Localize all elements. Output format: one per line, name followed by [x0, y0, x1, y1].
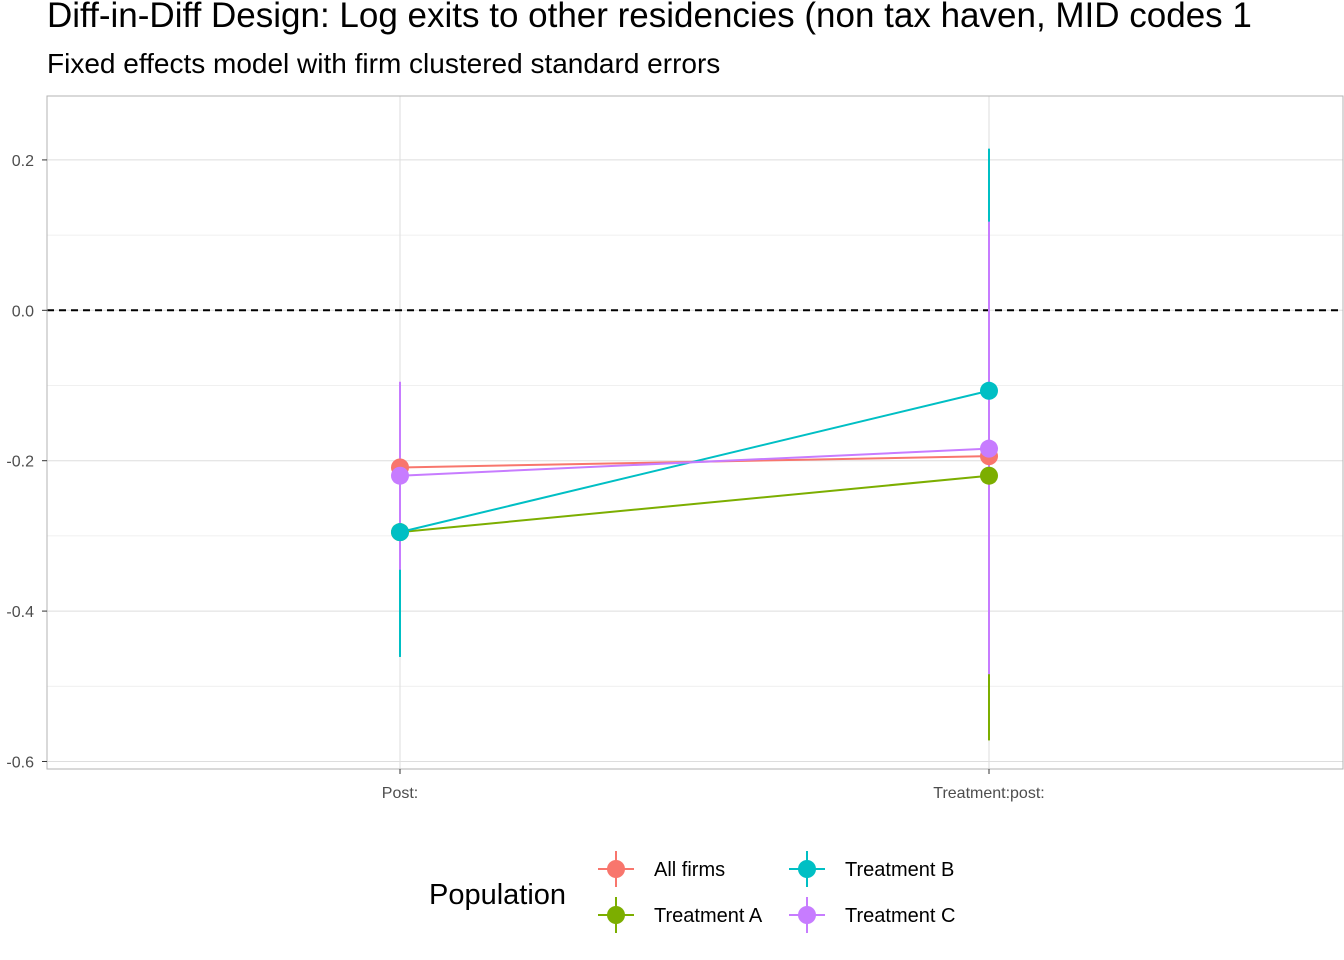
data-point-3-0 — [391, 466, 409, 485]
plot-border — [46, 95, 1344, 770]
legend-key-point — [607, 906, 625, 924]
y-tick-label: 0.2 — [12, 153, 34, 170]
panel-background — [47, 96, 1343, 769]
legend-key-point — [798, 906, 816, 924]
legend-label-0: All firms — [654, 859, 725, 881]
y-tick-label: -0.4 — [6, 604, 34, 621]
legend-key-3 — [789, 897, 825, 933]
legend-key-point — [607, 860, 625, 878]
x-tick-label: Treatment:post: — [933, 785, 1044, 802]
panel-border — [46, 95, 1344, 770]
axis-layer: -0.6 -0.4 -0.2 0.0 0.2 Post: Treatment:post: — [6, 153, 1044, 802]
y-tick-label: -0.2 — [6, 454, 34, 471]
legend-key-2 — [789, 851, 825, 887]
data-point-1-1 — [980, 466, 998, 485]
data-point-3-1 — [980, 439, 998, 458]
y-tick-label: 0.0 — [12, 303, 34, 320]
chart-title: Diff-in-Diff Design: Log exits to other … — [47, 0, 1252, 35]
series-line-3 — [399, 447, 990, 477]
legend-label-3: Treatment C — [845, 905, 955, 927]
legend-key-1 — [598, 897, 634, 933]
legend-label-2: Treatment B — [845, 859, 954, 881]
series-line-layer — [399, 389, 990, 534]
point-layer — [391, 381, 998, 542]
y-tick-label: -0.6 — [6, 754, 34, 771]
series-line-1 — [399, 474, 990, 534]
legend-title: Population — [429, 879, 566, 911]
legend-key-0 — [598, 851, 634, 887]
x-tick-label: Post: — [382, 785, 418, 802]
chart-subtitle: Fixed effects model with firm clustered … — [47, 48, 721, 79]
legend-key-point — [798, 860, 816, 878]
plot-panel — [47, 96, 1343, 769]
data-point-2-0 — [391, 523, 409, 542]
data-point-2-1 — [980, 381, 998, 400]
legend-label-1: Treatment A — [654, 905, 763, 927]
legend: Population All firms Treatment A Treatment … — [429, 851, 955, 933]
